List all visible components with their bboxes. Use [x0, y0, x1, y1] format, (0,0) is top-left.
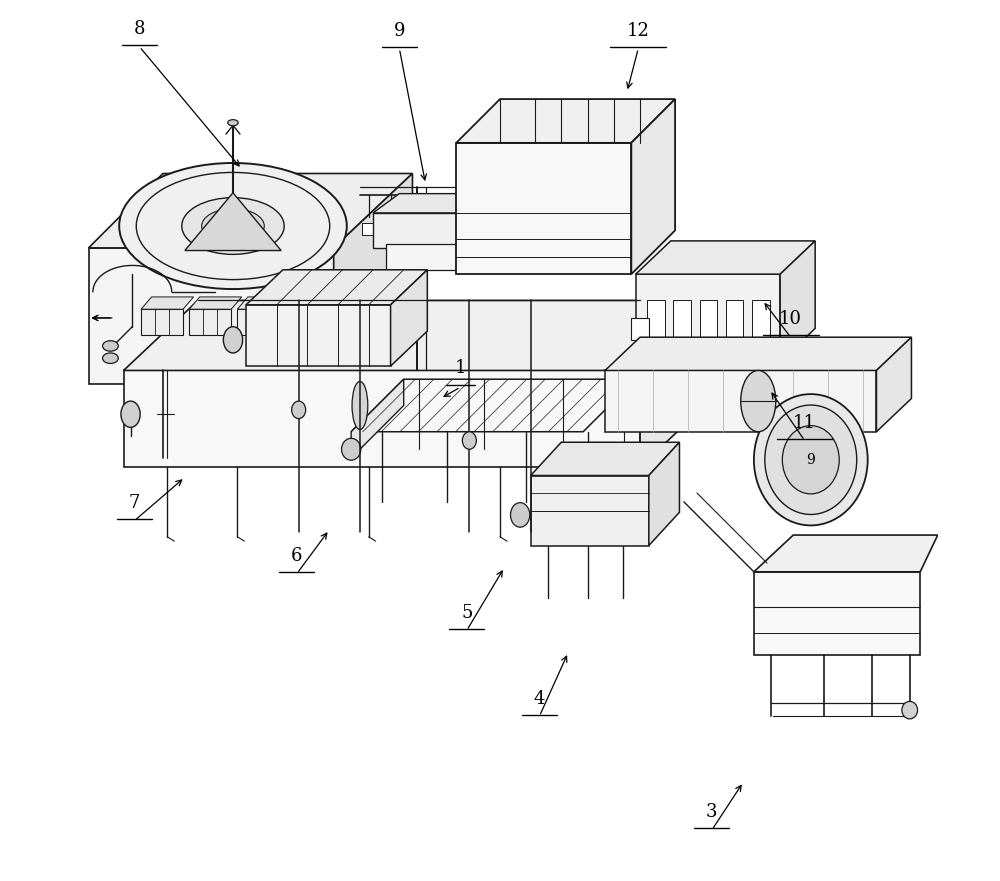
Ellipse shape [610, 381, 626, 430]
Ellipse shape [902, 701, 918, 719]
Text: 4: 4 [534, 690, 545, 707]
Ellipse shape [741, 371, 776, 432]
Ellipse shape [352, 381, 368, 430]
Polygon shape [876, 337, 911, 432]
Polygon shape [351, 379, 404, 458]
Polygon shape [237, 309, 279, 336]
Polygon shape [427, 224, 441, 234]
Polygon shape [454, 224, 468, 234]
Polygon shape [334, 174, 412, 383]
Polygon shape [386, 243, 456, 270]
Polygon shape [351, 379, 636, 432]
Polygon shape [631, 318, 649, 340]
Polygon shape [185, 193, 281, 250]
Ellipse shape [462, 432, 476, 449]
Polygon shape [640, 300, 714, 467]
Polygon shape [531, 476, 649, 545]
Polygon shape [362, 224, 376, 234]
Polygon shape [189, 297, 242, 309]
Ellipse shape [103, 341, 118, 352]
Polygon shape [124, 300, 714, 371]
Polygon shape [373, 194, 496, 213]
Polygon shape [391, 270, 427, 366]
Polygon shape [726, 300, 743, 344]
Ellipse shape [765, 405, 857, 515]
Polygon shape [636, 241, 815, 274]
Polygon shape [189, 309, 231, 336]
Polygon shape [141, 309, 183, 336]
Text: 1: 1 [455, 359, 466, 377]
Text: 5: 5 [461, 603, 472, 622]
Polygon shape [780, 241, 815, 362]
Polygon shape [673, 300, 691, 344]
Polygon shape [649, 442, 679, 545]
Ellipse shape [103, 353, 118, 364]
Polygon shape [405, 224, 419, 234]
Polygon shape [469, 194, 496, 248]
Polygon shape [605, 337, 911, 371]
Ellipse shape [754, 394, 868, 525]
Text: 10: 10 [779, 310, 802, 329]
Ellipse shape [342, 439, 361, 460]
Text: 9: 9 [394, 21, 405, 40]
Text: 8: 8 [134, 19, 145, 38]
Polygon shape [605, 371, 876, 432]
Polygon shape [754, 572, 920, 655]
Polygon shape [89, 174, 412, 248]
Ellipse shape [782, 426, 839, 494]
Polygon shape [631, 99, 675, 274]
Text: 7: 7 [128, 494, 140, 512]
Polygon shape [700, 300, 717, 344]
Polygon shape [237, 297, 290, 309]
Ellipse shape [119, 163, 347, 289]
Polygon shape [754, 535, 938, 572]
Polygon shape [246, 305, 391, 366]
Text: 3: 3 [706, 803, 718, 821]
Ellipse shape [228, 120, 238, 126]
Ellipse shape [223, 327, 243, 353]
Ellipse shape [292, 401, 306, 418]
Polygon shape [141, 297, 194, 309]
Polygon shape [647, 300, 665, 344]
Text: 6: 6 [291, 547, 303, 565]
Ellipse shape [121, 401, 140, 427]
Polygon shape [384, 224, 398, 234]
Text: 11: 11 [793, 414, 816, 432]
Ellipse shape [202, 209, 264, 243]
Text: 9: 9 [806, 453, 815, 467]
Polygon shape [531, 442, 679, 476]
Polygon shape [124, 371, 640, 467]
Ellipse shape [182, 197, 284, 255]
Polygon shape [752, 300, 770, 344]
Polygon shape [373, 213, 469, 248]
Polygon shape [89, 248, 334, 383]
Polygon shape [456, 99, 675, 143]
Polygon shape [456, 143, 631, 274]
Ellipse shape [511, 503, 530, 527]
Polygon shape [246, 270, 427, 305]
Text: 12: 12 [627, 21, 650, 40]
Polygon shape [636, 274, 780, 362]
